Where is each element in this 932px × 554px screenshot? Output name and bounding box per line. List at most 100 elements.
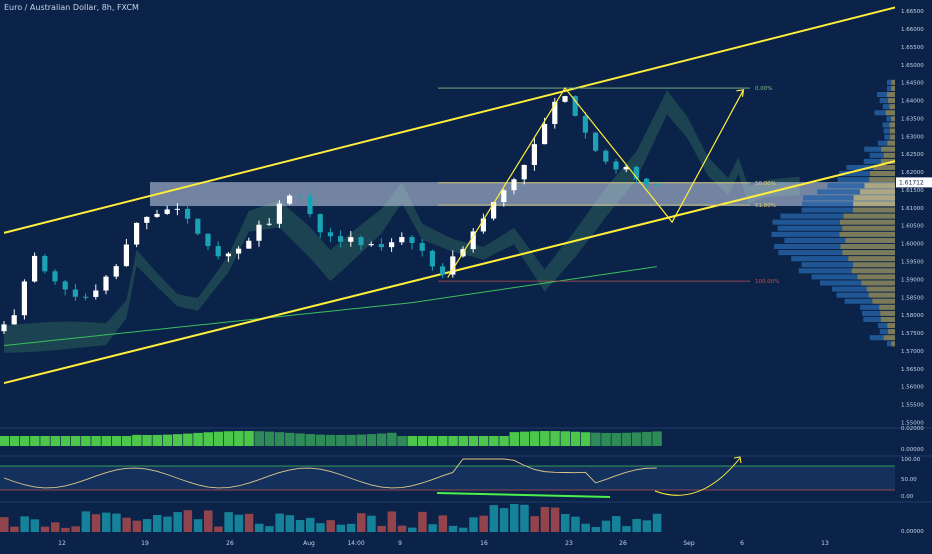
oscillator-bar: [499, 436, 509, 446]
time-axis-tick-label: 6: [740, 540, 744, 547]
volume-profile-bar: [832, 286, 867, 292]
oscillator-bar: [387, 432, 397, 446]
candle-body: [542, 123, 548, 145]
candle-body: [348, 237, 354, 242]
volume-profile-bar: [889, 122, 895, 128]
oscillator-bar: [580, 432, 591, 446]
candle-body: [246, 240, 252, 249]
oscillator-bar: [60, 436, 71, 446]
volume-bar: [295, 520, 305, 532]
volume-profile-bar: [801, 262, 853, 268]
volume-bar: [204, 510, 213, 532]
rsi-axis-label: 50.00: [901, 477, 917, 483]
volume-bar: [51, 522, 60, 532]
volume-profile-bar: [886, 116, 892, 122]
volume-profile-bar: [827, 183, 865, 189]
oscillator-bar: [519, 431, 530, 446]
volume-profile-bar: [869, 152, 884, 158]
candle-body: [287, 195, 293, 204]
oscillator-bar: [70, 436, 81, 446]
volume-profile-bar: [843, 213, 895, 219]
volume-bar: [448, 525, 458, 532]
volume-bar: [357, 513, 366, 532]
time-axis-tick-label: 23: [565, 540, 573, 547]
volume-profile-bar: [845, 237, 895, 243]
rsi-line: [3, 458, 657, 489]
oscillator-bar: [203, 432, 213, 446]
volume-profile-bar: [882, 122, 890, 128]
volume-bar: [459, 527, 468, 532]
volume-profile-bar: [772, 219, 840, 225]
volume-profile-bar: [840, 243, 895, 250]
volume-profile-bar: [784, 237, 846, 243]
volume-profile-bar: [780, 213, 844, 219]
candle-body: [83, 296, 89, 298]
volume-profile-bar: [844, 298, 873, 304]
candle-body: [164, 209, 170, 214]
candle-body: [511, 179, 517, 191]
rsi-axis-label: 100.00: [901, 457, 921, 463]
volume-bar: [520, 504, 529, 532]
volume-profile-bar: [869, 177, 895, 183]
volume-bar: [10, 526, 19, 532]
volume-profile-bar: [883, 335, 895, 341]
volume-profile-bar: [864, 146, 882, 152]
candle-body: [174, 208, 180, 210]
volume-profile-bar: [885, 110, 895, 116]
candle-body: [409, 237, 415, 244]
candle-body: [644, 178, 650, 184]
oscillator-bar: [407, 436, 417, 446]
volume-profile-bar: [887, 323, 895, 329]
candle-body: [123, 244, 129, 267]
oscillator-bar: [274, 432, 285, 446]
volume-bar: [153, 515, 162, 532]
price-axis-tick-label: 1.55000: [901, 420, 924, 426]
volume-profile-bar: [880, 316, 895, 323]
volume-profile-bar: [846, 164, 874, 171]
volume-bar: [428, 524, 437, 532]
oscillator-bar: [346, 434, 356, 446]
rsi-projection-curve: [654, 457, 741, 496]
volume-profile-bar: [820, 280, 862, 286]
volume-profile-bar: [869, 335, 884, 341]
time-axis-tick-label: 14:00: [347, 540, 364, 547]
rsi-axis-label: 0.00: [901, 494, 914, 500]
volume-profile-bar: [836, 292, 869, 298]
candle-body: [399, 237, 405, 243]
oscillator-bar: [223, 431, 234, 446]
volume-profile-bar: [887, 341, 892, 347]
volume-bar: [622, 526, 631, 532]
volume-profile-bar: [857, 274, 895, 280]
oscillator-bar: [254, 431, 264, 446]
price-axis-tick-label: 1.61500: [901, 188, 924, 194]
volume-profile-bar: [879, 329, 889, 335]
candle-body: [93, 290, 99, 297]
price-axis-tick-label: 1.59000: [901, 277, 924, 283]
volume-profile-bar: [891, 341, 895, 347]
volume-profile-bar: [888, 329, 895, 335]
candle-body: [603, 150, 609, 162]
volume-profile-bar: [853, 195, 895, 201]
volume-bar: [275, 513, 284, 532]
price-axis-tick-label: 1.66500: [901, 9, 924, 15]
candle-body: [358, 237, 364, 246]
rsi-projection-arrowhead: [733, 456, 742, 464]
volume-profile-bar: [887, 79, 892, 85]
volume-profile-bar: [773, 243, 841, 250]
candle-body: [593, 132, 599, 151]
volume-bar: [540, 506, 550, 532]
volume-bar: [510, 504, 519, 532]
volume-profile-bar: [801, 207, 853, 213]
oscillator-bar: [234, 431, 244, 446]
candle-body: [654, 183, 660, 185]
volume-profile-bar: [874, 110, 886, 116]
last-price-badge: [896, 177, 932, 188]
volume-bar: [418, 511, 427, 532]
oscillator-bar: [213, 431, 224, 446]
fib-level-label: 0.00%: [755, 86, 772, 92]
price-axis-tick-label: 1.66000: [901, 27, 924, 33]
volume-bar: [0, 517, 9, 532]
volume-profile-bar: [872, 298, 895, 304]
